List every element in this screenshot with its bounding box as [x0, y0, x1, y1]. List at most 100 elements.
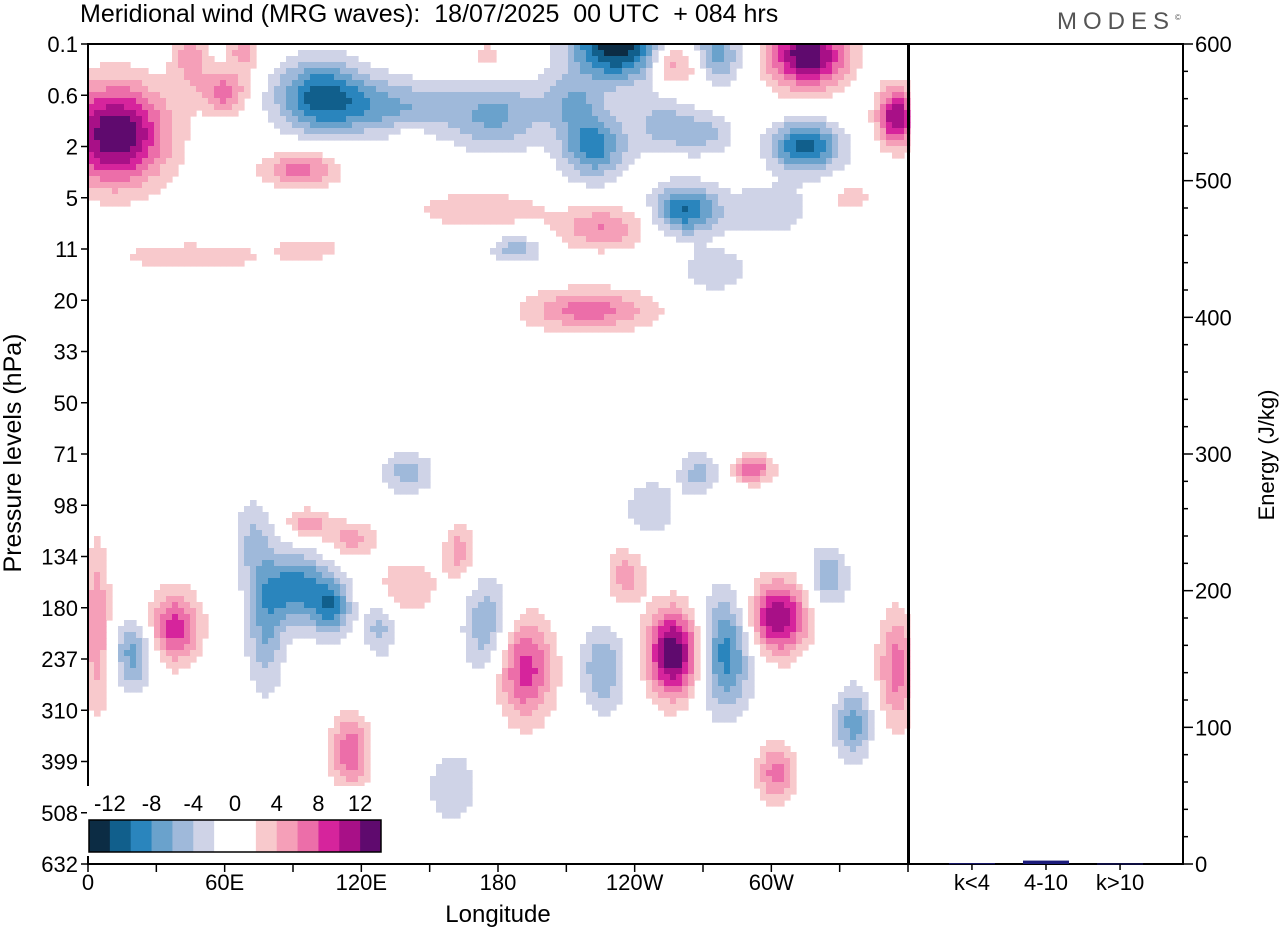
field-cell	[442, 770, 449, 777]
field-cell	[388, 92, 395, 99]
field-cell	[736, 56, 743, 63]
field-cell	[676, 62, 683, 69]
field-cell	[100, 560, 107, 567]
field-cell	[874, 668, 881, 675]
field-cell	[880, 698, 887, 705]
field-cell	[364, 92, 371, 99]
field-cell	[316, 614, 323, 621]
field-cell	[244, 80, 251, 87]
field-cell	[778, 182, 785, 189]
field-cell	[466, 560, 473, 567]
field-cell	[658, 182, 665, 189]
field-cell	[634, 116, 641, 123]
field-cell	[706, 68, 713, 75]
field-cell	[454, 98, 461, 105]
field-cell	[748, 668, 755, 675]
field-cell	[844, 134, 851, 141]
field-cell	[712, 464, 719, 471]
field-cell	[622, 74, 629, 81]
field-cell	[178, 650, 185, 657]
field-cell	[142, 182, 149, 189]
field-cell	[154, 638, 161, 645]
field-cell	[574, 56, 581, 63]
field-cell	[838, 44, 845, 51]
field-cell	[376, 122, 383, 129]
field-cell	[622, 212, 629, 219]
field-cell	[766, 188, 773, 195]
field-cell	[808, 176, 815, 183]
field-cell	[628, 290, 635, 297]
field-cell	[628, 572, 635, 579]
field-cell	[736, 470, 743, 477]
field-cell	[496, 194, 503, 201]
field-cell	[766, 752, 773, 759]
field-cell	[346, 764, 353, 771]
field-cell	[688, 266, 695, 273]
field-cell	[556, 656, 563, 663]
field-cell	[400, 458, 407, 465]
field-cell	[322, 632, 329, 639]
field-cell	[592, 158, 599, 165]
field-cell	[424, 86, 431, 93]
field-cell	[658, 632, 665, 639]
field-cell	[442, 548, 449, 555]
field-cell	[526, 302, 533, 309]
field-cell	[712, 470, 719, 477]
field-cell	[640, 500, 647, 507]
field-cell	[244, 650, 251, 657]
field-cell	[388, 110, 395, 117]
field-cell	[166, 86, 173, 93]
field-cell	[100, 68, 107, 75]
field-cell	[136, 254, 143, 261]
field-cell	[874, 128, 881, 135]
field-cell	[562, 86, 569, 93]
field-cell	[256, 680, 263, 687]
field-cell	[760, 140, 767, 147]
field-cell	[790, 50, 797, 57]
field-cell	[520, 716, 527, 723]
field-cell	[550, 98, 557, 105]
field-cell	[520, 122, 527, 129]
field-cell	[766, 626, 773, 633]
field-cell	[550, 674, 557, 681]
field-cell	[724, 200, 731, 207]
field-cell	[304, 596, 311, 603]
field-cell	[622, 134, 629, 141]
field-cell	[628, 68, 635, 75]
field-cell	[712, 662, 719, 669]
field-cell	[712, 620, 719, 627]
field-cell	[574, 146, 581, 153]
field-cell	[154, 110, 161, 117]
field-cell	[172, 632, 179, 639]
field-cell	[868, 116, 875, 123]
field-cell	[766, 50, 773, 57]
field-cell	[382, 92, 389, 99]
field-cell	[646, 122, 653, 129]
field-cell	[346, 770, 353, 777]
field-cell	[166, 170, 173, 177]
field-cell	[802, 590, 809, 597]
field-cell	[844, 752, 851, 759]
field-cell	[172, 656, 179, 663]
field-cell	[310, 548, 317, 555]
field-cell	[250, 530, 257, 537]
brand-logo: MODES©	[1057, 8, 1181, 36]
field-cell	[382, 104, 389, 111]
field-cell	[616, 110, 623, 117]
field-cell	[790, 584, 797, 591]
field-cell	[100, 134, 107, 141]
field-cell	[610, 698, 617, 705]
field-cell	[574, 134, 581, 141]
field-cell	[400, 74, 407, 81]
field-cell	[106, 116, 113, 123]
field-cell	[598, 74, 605, 81]
field-cell	[568, 314, 575, 321]
field-cell	[622, 290, 629, 297]
field-cell	[274, 170, 281, 177]
field-cell	[688, 680, 695, 687]
field-cell	[460, 560, 467, 567]
y-tick-label: 0.6	[47, 83, 78, 108]
field-cell	[508, 704, 515, 711]
field-cell	[694, 488, 701, 495]
field-cell	[790, 638, 797, 645]
